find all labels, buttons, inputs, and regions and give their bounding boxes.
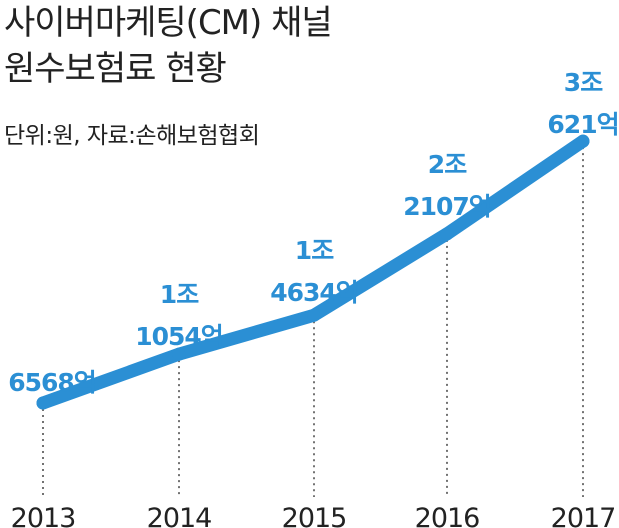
data-point-2016 [440, 227, 454, 241]
data-label-2017-1: 3조 [564, 68, 603, 97]
data-label-2016-2: 2107억 [403, 192, 491, 221]
data-point-2017 [576, 134, 590, 148]
data-label-2013-1: 6568억 [8, 368, 96, 397]
x-tick-label-2016: 2016 [415, 503, 480, 528]
data-label-2015-2: 4634억 [270, 278, 358, 307]
x-tick-label-2017: 2017 [551, 503, 616, 528]
series-line [36, 134, 590, 410]
chart-title: 사이버마케팅(CM) 채널 원수보험료 현황 [4, 0, 333, 92]
data-point-2014 [172, 347, 186, 361]
data-point-2013 [36, 396, 50, 410]
x-tick-label-2013: 2013 [11, 503, 76, 528]
chart-title-line-1: 사이버마케팅(CM) 채널 [4, 3, 333, 43]
data-label-2014-2: 1054억 [135, 322, 223, 351]
data-label-2015-1: 1조 [295, 236, 334, 265]
data-label-2014-1: 1조 [160, 280, 199, 309]
chart-subtitle: 단위:원, 자료:손해보험협회 [4, 123, 260, 149]
x-tick-label-2014: 2014 [147, 503, 212, 528]
data-point-2015 [307, 308, 321, 322]
x-tick-label-2015: 2015 [282, 503, 347, 528]
data-label-2016-1: 2조 [428, 150, 467, 179]
data-label-2017-2: 621억 [547, 110, 618, 139]
chart-title-line-2: 원수보험료 현황 [4, 49, 227, 89]
